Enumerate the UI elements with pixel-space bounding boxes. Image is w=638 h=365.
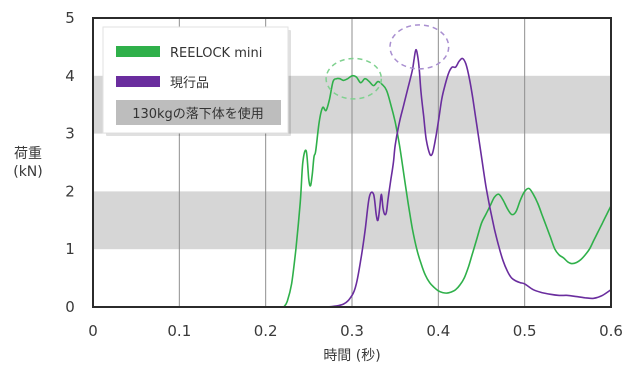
y-tick-label: 3 <box>65 125 75 143</box>
x-tick-label: 0.2 <box>254 322 278 340</box>
annotation-layer <box>325 24 450 100</box>
series-line-1 <box>283 48 612 309</box>
y-tick-label: 0 <box>65 298 75 316</box>
x-tick-label: 0.5 <box>513 322 537 340</box>
series-line-0 <box>283 74 612 308</box>
y-tick-label: 1 <box>65 240 75 258</box>
y-tick-label: 5 <box>65 9 75 27</box>
note-text: 130kgの落下体を使用 <box>132 106 264 122</box>
x-tick-label: 0.3 <box>340 322 364 340</box>
legend: REELOCK mini 現行品 130kgの落下体を使用 <box>102 26 291 136</box>
legend-label-reelock-mini: REELOCK mini <box>170 46 262 61</box>
series-layer <box>283 48 612 309</box>
plot-frame <box>92 17 612 308</box>
x-tick-label: 0 <box>88 322 98 340</box>
note-box <box>116 100 281 125</box>
x-tick-label: 0.6 <box>599 322 623 340</box>
x-tick-label: 0.4 <box>426 322 450 340</box>
legend-swatch-current-product <box>116 76 160 87</box>
legend-label-current-product: 現行品 <box>170 76 209 91</box>
x-tick-label: 0.1 <box>167 322 191 340</box>
y-tick-label: 4 <box>65 67 75 85</box>
legend-swatch-reelock-mini <box>116 46 160 57</box>
x-axis-title: 時間 (秒) <box>323 348 380 364</box>
y-axis-title-line1: 荷重 <box>14 146 42 162</box>
x-tick-labels: 0 0.1 0.2 0.3 0.4 0.5 0.6 <box>88 322 623 340</box>
y-axis-title-line2: (kN) <box>13 164 43 180</box>
y-tick-labels: 0 1 2 3 4 5 <box>65 9 75 316</box>
y-tick-label: 2 <box>65 182 75 200</box>
annotation-ellipse-0 <box>325 57 383 100</box>
annotation-ellipse-1 <box>389 24 450 70</box>
